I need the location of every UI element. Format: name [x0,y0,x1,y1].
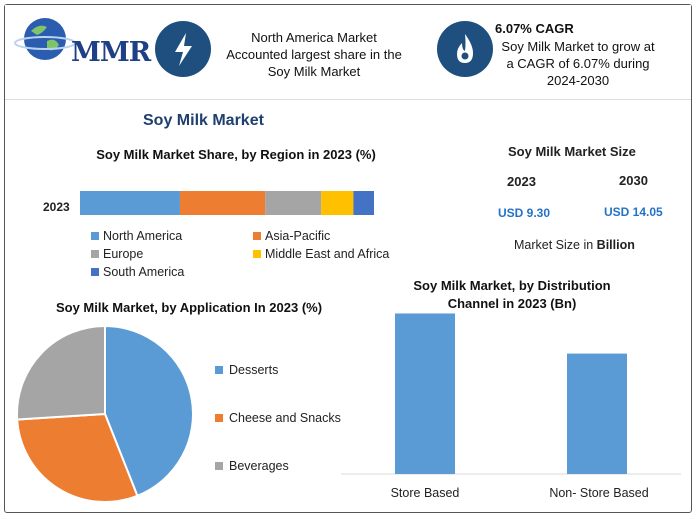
mmr-logo: MMR [14,13,151,73]
flame-icon [437,21,493,77]
size-year-2023: 2023 [507,174,536,189]
legend-label: Middle East and Africa [265,247,390,261]
region-bar-segment [80,191,180,215]
size-value-2030: USD 14.05 [604,205,663,219]
legend-label: North America [103,229,183,243]
dist-label-store-based: Store Based [390,486,460,500]
lightning-icon [155,21,211,77]
legend-swatch [253,232,261,240]
legend-swatch [91,250,99,258]
logo-text: MMR [71,37,151,68]
legend-swatch [215,462,223,470]
region-bar-segment [353,191,374,215]
application-pie-chart [16,324,194,503]
region-bar-segment [179,191,266,215]
legend-label: Europe [103,247,144,261]
infographic-frame: MMR North America Market Accounted large… [4,4,692,513]
size-year-2030: 2030 [619,173,648,188]
market-size-note: Market Size in Billion [514,238,635,252]
legend-middle-east-africa: Middle East and Africa [253,247,389,261]
legend-south-america: South America [91,265,184,279]
legend-swatch [215,366,223,374]
application-chart-title: Soy Milk Market, by Application In 2023 … [55,300,323,315]
header-band [5,5,691,100]
legend-north-america: North America [91,229,182,243]
legend-europe: Europe [91,247,143,261]
pie-slice [16,412,139,503]
region-bar-segment [265,191,322,215]
legend-desserts: Desserts [215,363,278,377]
dist-label-non-store-based: Non- Store Based [549,486,649,500]
cagr-title: 6.07% CAGR [495,21,574,36]
market-size-title: Soy Milk Market Size [508,144,636,159]
legend-swatch [91,268,99,276]
legend-swatch [91,232,99,240]
legend-asia-pacific: Asia-Pacific [253,229,330,243]
pie-slice [104,324,194,498]
dist-bar [395,313,455,474]
region-stacked-bar-chart [80,191,374,215]
globe-icon [14,18,76,60]
size-value-2023: USD 9.30 [498,206,551,220]
legend-label: Cheese and Snacks [229,411,341,425]
page-title: Soy Milk Market [143,112,264,129]
legend-beverages: Beverages [215,459,289,473]
market-size-note-unit: Billion [596,238,635,252]
legend-label: Desserts [229,363,279,377]
cagr-text: Soy Milk Market to grow at a CAGR of 6.0… [501,39,655,88]
highlight-north-america: North America Market Accounted largest s… [226,30,402,79]
legend-label: Asia-Pacific [265,229,331,243]
region-category-label: 2023 [43,200,70,214]
distribution-bar-chart [341,313,681,475]
dist-bar [567,353,627,474]
legend-label: South America [103,265,185,279]
region-chart-title: Soy Milk Market Share, by Region in 2023… [96,147,376,162]
legend-swatch [253,250,261,258]
legend-swatch [215,414,223,422]
market-size-note-prefix: Market Size in [514,238,597,252]
distribution-chart-title: Soy Milk Market, by Distribution Channel… [413,278,611,311]
pie-slice [16,324,106,421]
legend-cheese-snacks: Cheese and Snacks [215,411,341,425]
region-bar-segment [321,191,354,215]
legend-label: Beverages [229,459,289,473]
